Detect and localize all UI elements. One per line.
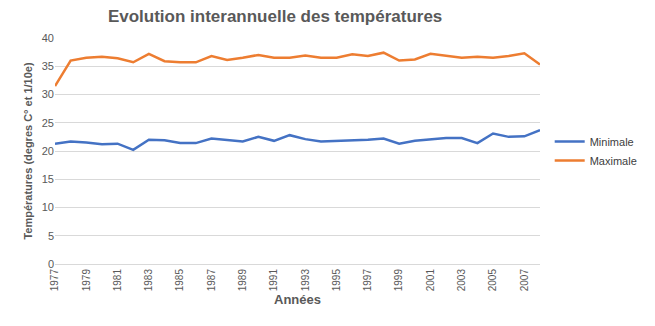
svg-text:1985: 1985 <box>174 269 185 292</box>
svg-text:1977: 1977 <box>49 269 60 292</box>
svg-text:1993: 1993 <box>300 269 311 292</box>
svg-text:1981: 1981 <box>112 269 123 292</box>
svg-text:2005: 2005 <box>487 269 498 292</box>
svg-text:5: 5 <box>48 230 54 242</box>
svg-text:Maximale: Maximale <box>590 155 637 167</box>
svg-text:1989: 1989 <box>237 269 248 292</box>
svg-text:Températures (degres C° et 1/1: Températures (degres C° et 1/10e) <box>22 62 34 240</box>
svg-text:1991: 1991 <box>268 269 279 292</box>
svg-text:2007: 2007 <box>519 269 530 292</box>
svg-text:25: 25 <box>42 117 54 129</box>
svg-text:1987: 1987 <box>206 269 217 292</box>
svg-text:Minimale: Minimale <box>590 136 634 148</box>
svg-text:1979: 1979 <box>81 269 92 292</box>
svg-text:1999: 1999 <box>393 269 404 292</box>
svg-text:Evolution interannuelle des te: Evolution interannuelle des températures <box>108 7 442 26</box>
svg-text:30: 30 <box>42 88 54 100</box>
svg-text:2003: 2003 <box>456 269 467 292</box>
svg-text:1997: 1997 <box>362 269 373 292</box>
svg-text:10: 10 <box>42 201 54 213</box>
svg-text:15: 15 <box>42 173 54 185</box>
svg-text:20: 20 <box>42 145 54 157</box>
svg-text:0: 0 <box>48 258 54 270</box>
svg-text:35: 35 <box>42 60 54 72</box>
svg-text:1995: 1995 <box>331 269 342 292</box>
svg-text:Années: Années <box>274 292 321 307</box>
svg-text:40: 40 <box>42 32 54 44</box>
svg-text:1983: 1983 <box>143 269 154 292</box>
svg-text:2001: 2001 <box>425 269 436 292</box>
